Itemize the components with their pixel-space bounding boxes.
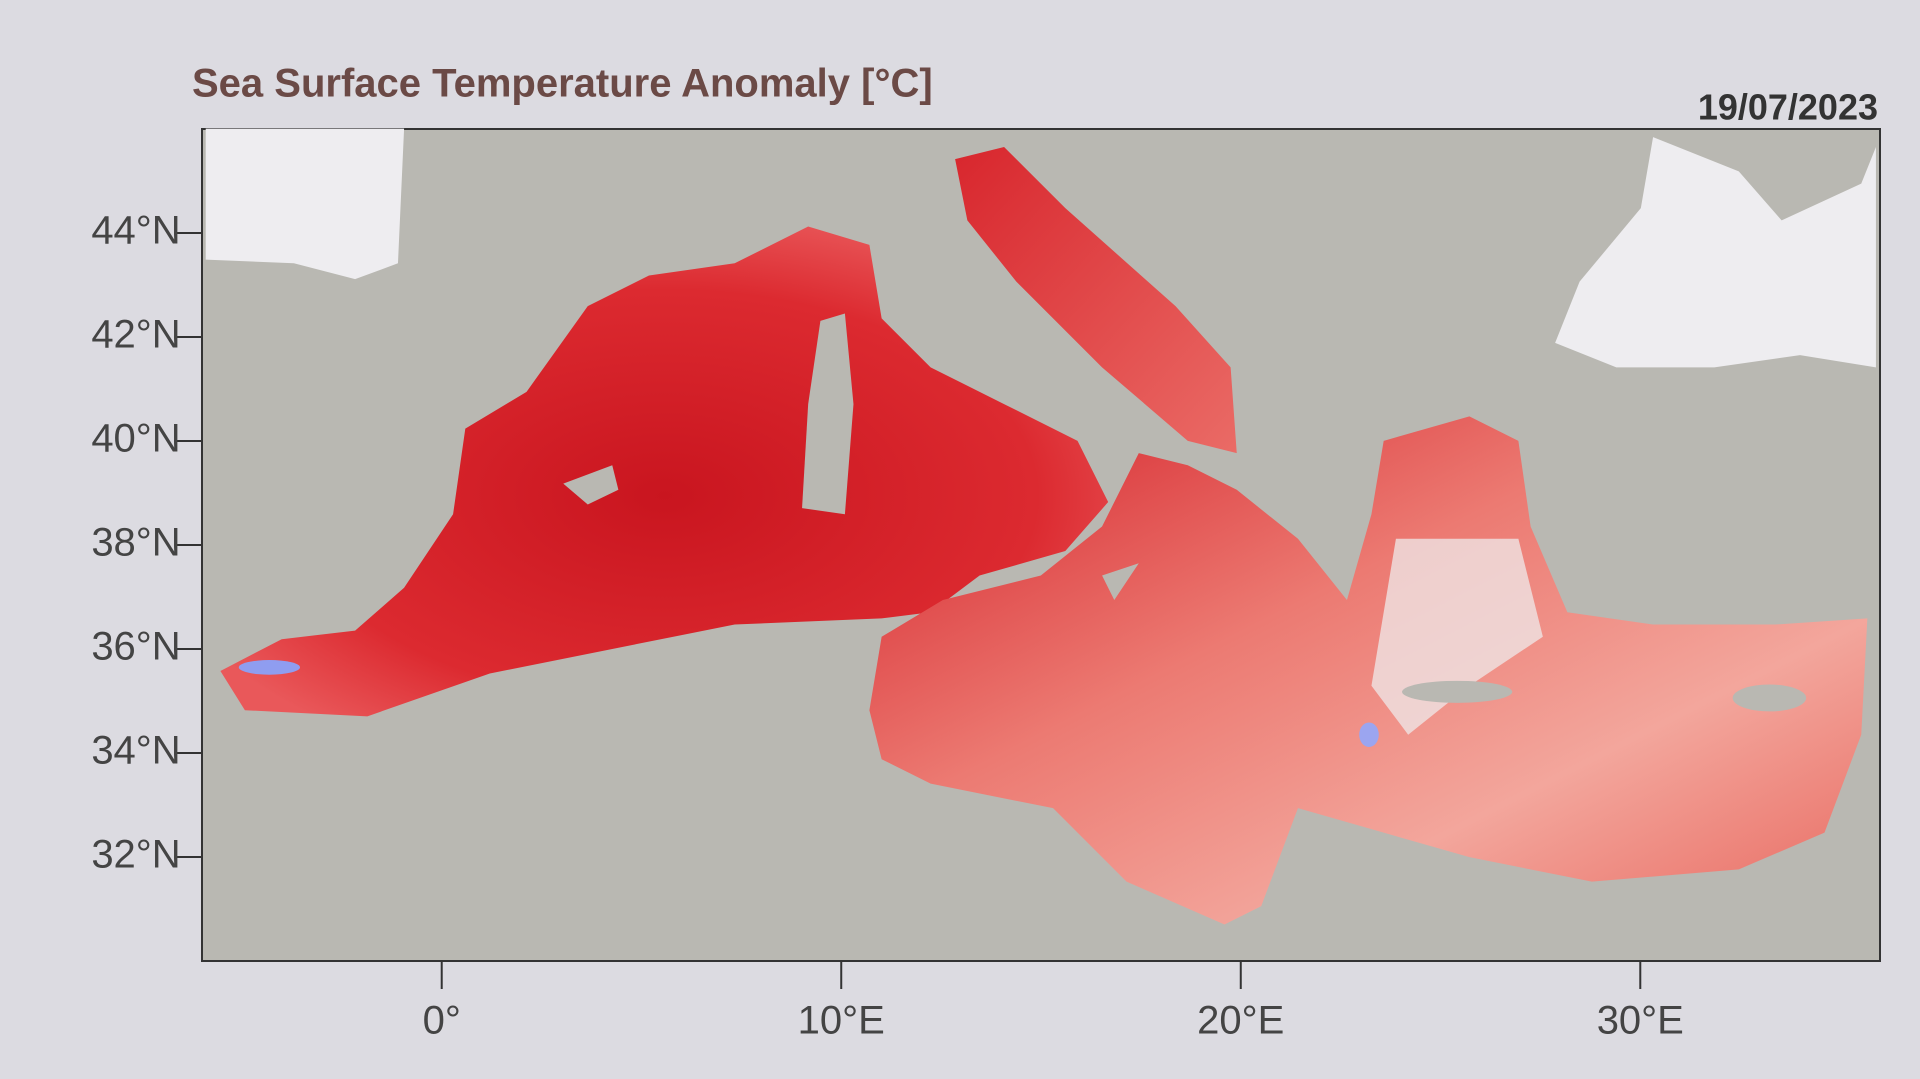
y-tick-label: 40°N bbox=[91, 417, 180, 461]
map-title: Sea Surface Temperature Anomaly [°C] bbox=[192, 62, 933, 106]
x-tick-label: 30°E bbox=[1597, 999, 1684, 1043]
y-tick-label: 36°N bbox=[91, 625, 180, 669]
x-tick-label: 20°E bbox=[1197, 999, 1284, 1043]
map-date: 19/07/2023 bbox=[1698, 87, 1878, 128]
black-sea bbox=[1555, 137, 1876, 368]
y-tick-label: 34°N bbox=[91, 729, 180, 773]
y-tick-label: 42°N bbox=[91, 313, 180, 357]
ocean-atlantic bbox=[205, 128, 405, 280]
y-tick-label: 38°N bbox=[91, 521, 180, 565]
eastern-mediterranean bbox=[869, 416, 1868, 925]
map-plot bbox=[201, 128, 1881, 962]
adriatic-sea bbox=[955, 146, 1237, 454]
corsica-sardinia bbox=[802, 313, 854, 515]
western-mediterranean bbox=[220, 226, 1109, 717]
axes: 44°N 42°N 40°N 38°N 36°N 34°N 32°N 0° 10°E 20°E 30… bbox=[91, 209, 1684, 1043]
cool-anomaly-gibraltar bbox=[238, 660, 301, 675]
crete bbox=[1402, 680, 1513, 703]
x-tick-label: 10°E bbox=[798, 999, 885, 1043]
y-tick-label: 44°N bbox=[91, 209, 180, 253]
y-tick-label: 32°N bbox=[91, 833, 180, 877]
x-tick-label: 0° bbox=[423, 999, 461, 1043]
map-shapes bbox=[205, 128, 1876, 925]
balearic bbox=[563, 465, 619, 505]
cyprus bbox=[1732, 684, 1807, 712]
cool-anomaly-south bbox=[1359, 722, 1379, 747]
